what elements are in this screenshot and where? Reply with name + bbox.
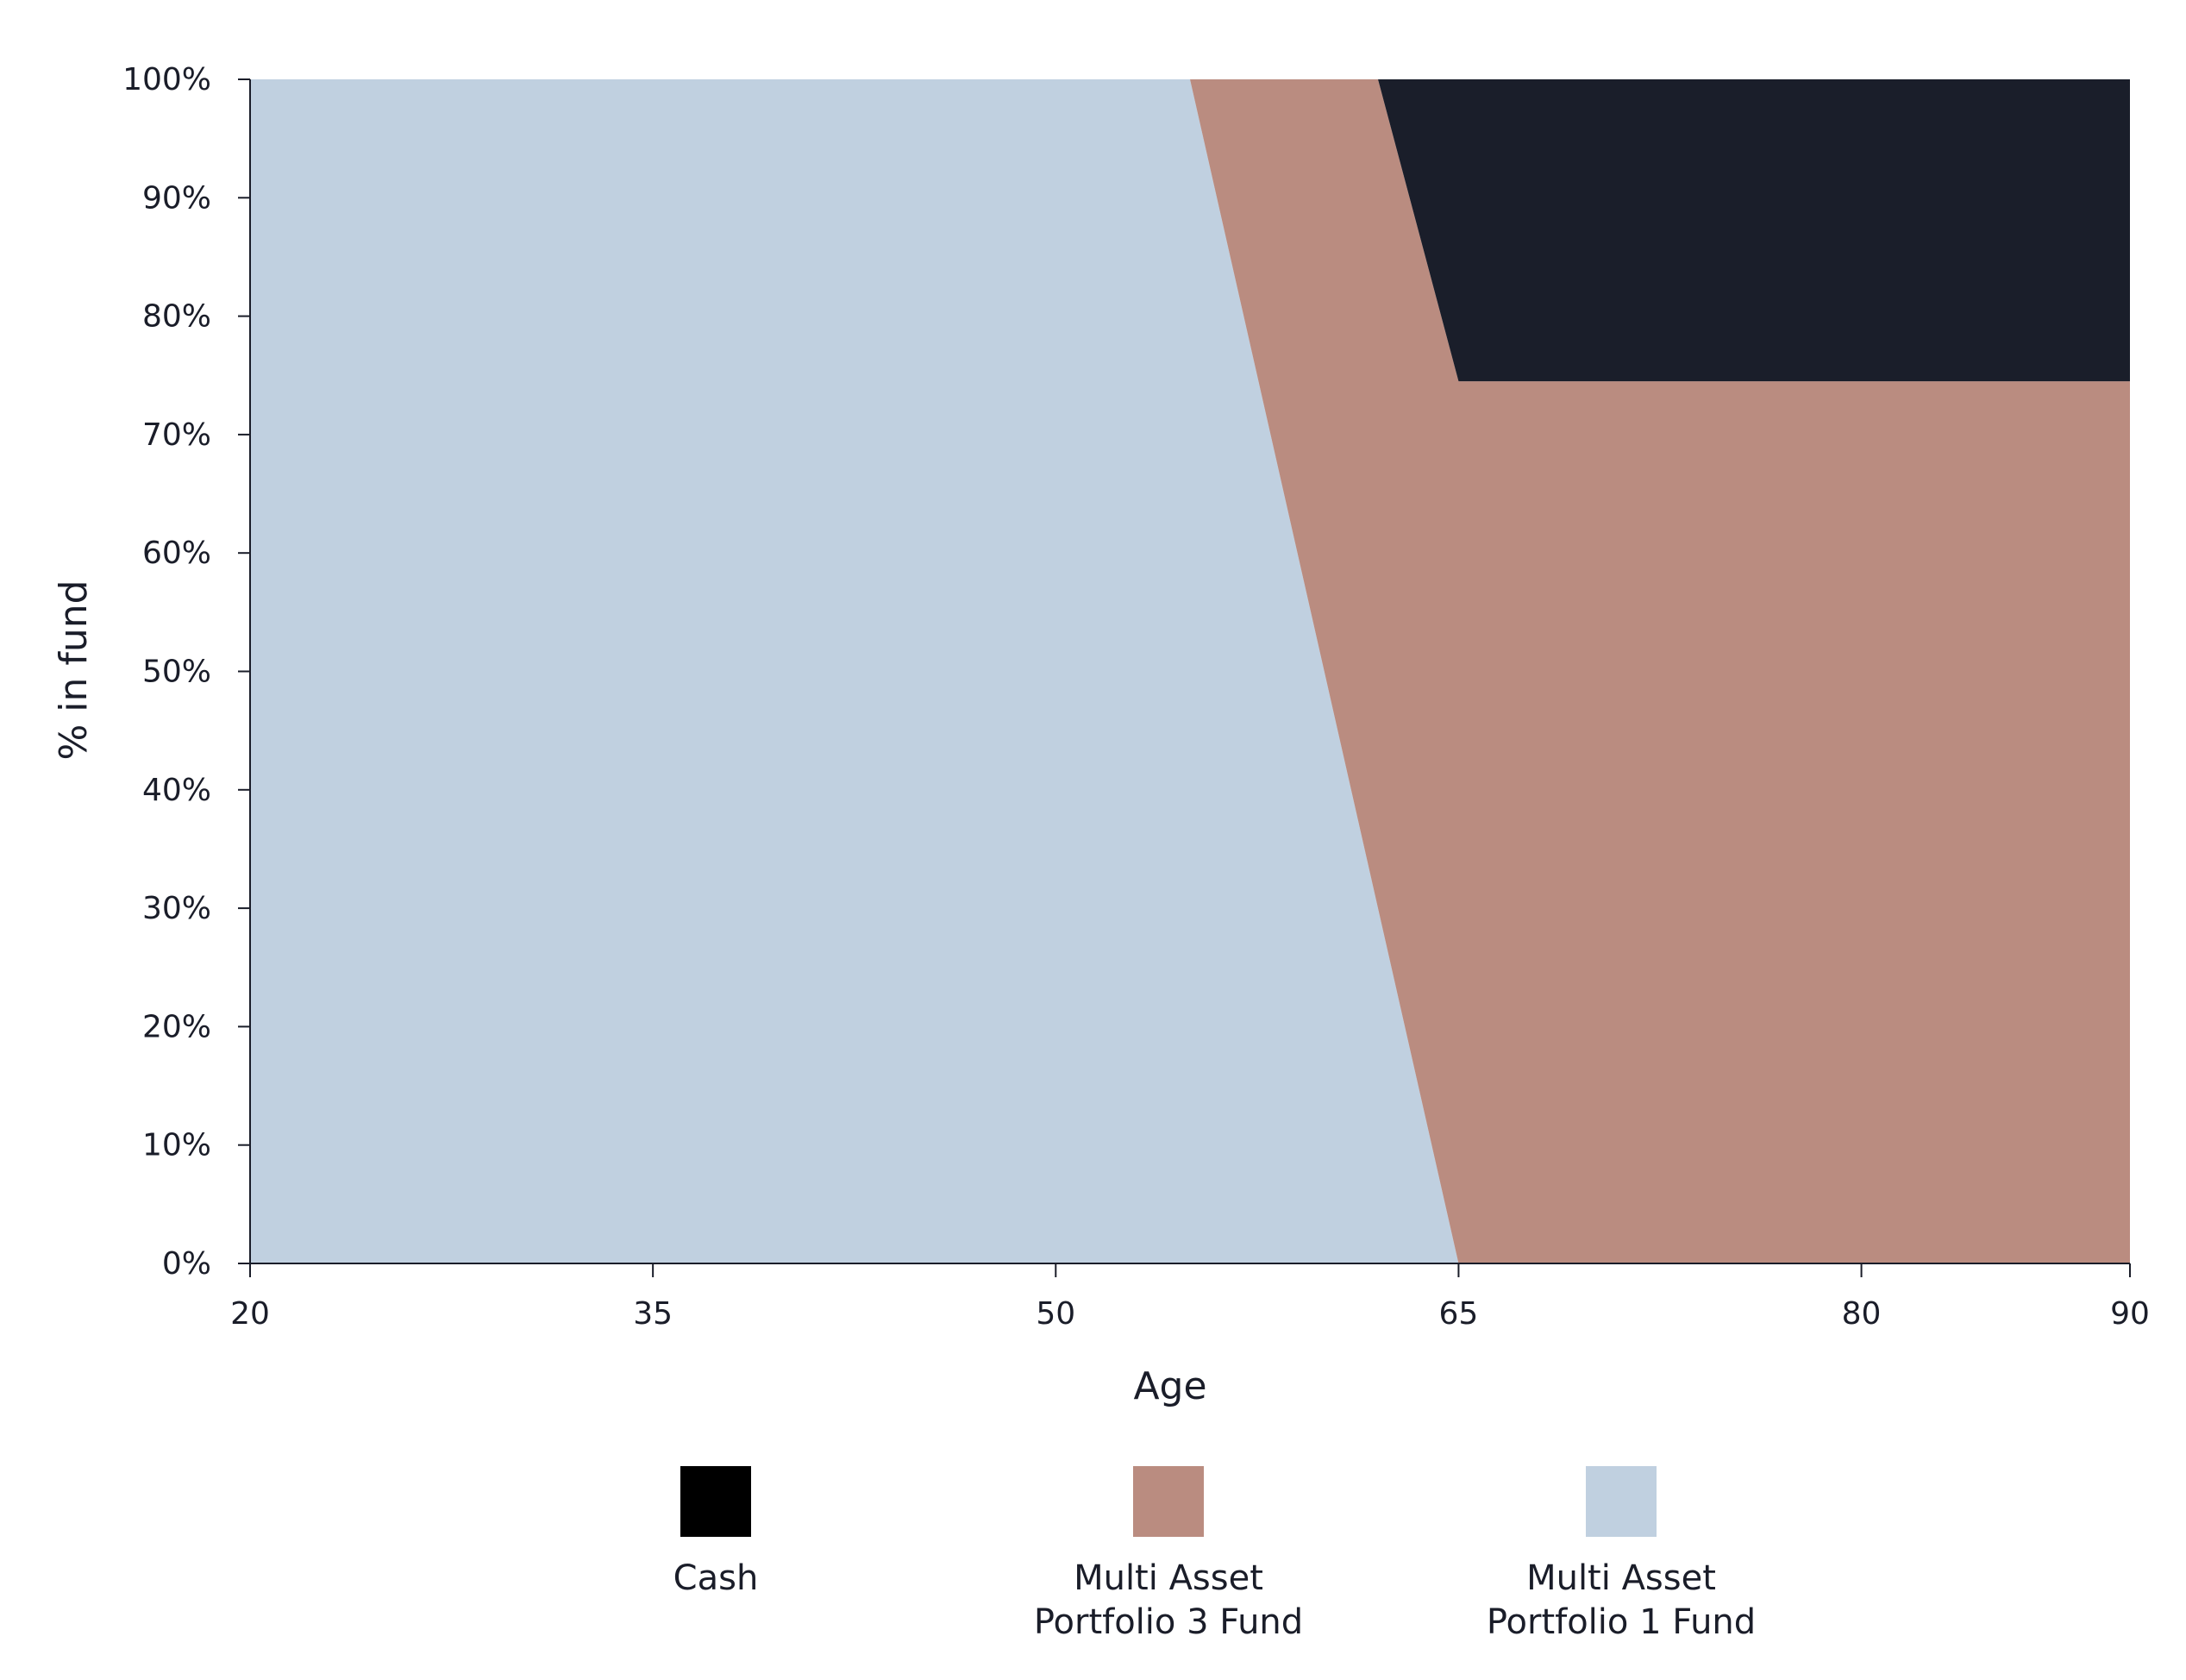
area-cash [250, 79, 2130, 382]
y-tick-label: 50% [142, 655, 211, 690]
legend-swatch [1586, 1466, 1657, 1537]
y-tick-label: 70% [142, 417, 211, 453]
area-multi-asset-portfolio-1-fund [250, 79, 2130, 1263]
y-tick-label: 0% [162, 1246, 211, 1282]
y-tick-label: 80% [142, 299, 211, 335]
area-multi-asset-portfolio-3-fund [250, 79, 2130, 1263]
x-tick-label: 90 [2110, 1296, 2150, 1332]
legend-label: Multi Asset [1074, 1558, 1263, 1598]
y-tick-label: 60% [142, 536, 211, 571]
y-tick-label: 90% [142, 180, 211, 216]
y-axis-title: % in fund [52, 580, 96, 760]
legend-item-cash: Cash [673, 1466, 759, 1598]
y-tick-label: 30% [142, 891, 211, 926]
legend-swatch [680, 1466, 751, 1537]
x-tick-label: 65 [1439, 1296, 1479, 1332]
x-axis-title: Age [1133, 1364, 1206, 1408]
x-tick-label: 80 [1842, 1296, 1882, 1332]
y-tick-label: 100% [122, 62, 211, 97]
legend-label: Multi Asset [1526, 1558, 1716, 1598]
x-tick-label: 35 [633, 1296, 673, 1332]
y-tick-label: 20% [142, 1009, 211, 1044]
legend-label: Portfolio 3 Fund [1034, 1602, 1303, 1642]
legend-swatch [1133, 1466, 1204, 1537]
y-tick-label: 40% [142, 773, 211, 808]
y-tick-label: 10% [142, 1128, 211, 1163]
x-tick-label: 50 [1036, 1296, 1075, 1332]
ticks-layer: 0% 10% 20% 30% 40% 50% 60% 70% 80% 90% 100% 20 35 50 6… [122, 62, 2150, 1332]
legend-label: Cash [673, 1558, 759, 1598]
area-layer [250, 79, 2130, 1263]
x-tick-label: 20 [230, 1296, 270, 1332]
legend-label: Portfolio 1 Fund [1487, 1602, 1756, 1642]
